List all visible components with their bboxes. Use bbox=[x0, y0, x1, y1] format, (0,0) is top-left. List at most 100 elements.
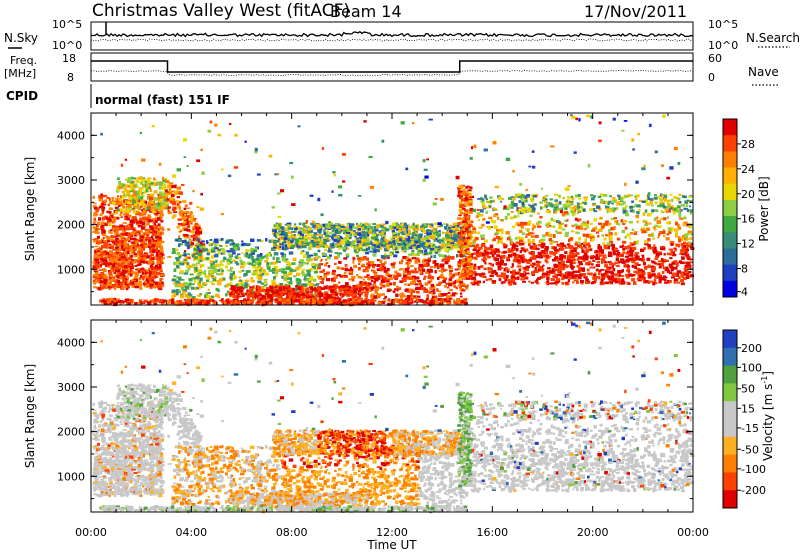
power-cell bbox=[148, 203, 152, 206]
power-cell bbox=[101, 206, 106, 209]
power-cell bbox=[155, 206, 160, 210]
power-cell bbox=[117, 261, 122, 263]
power-cell bbox=[385, 272, 389, 276]
power-cell bbox=[147, 277, 150, 280]
power-cell bbox=[133, 248, 137, 252]
power-cell bbox=[367, 223, 371, 226]
power-cell bbox=[172, 209, 176, 213]
power-cell bbox=[387, 257, 390, 259]
power-cell bbox=[361, 230, 366, 235]
power-cell bbox=[129, 219, 133, 224]
power-cell bbox=[416, 290, 420, 294]
power-cell bbox=[183, 234, 188, 237]
power-cell bbox=[112, 276, 115, 280]
power-cell bbox=[109, 250, 112, 253]
power-cell bbox=[138, 281, 142, 285]
power-cell bbox=[272, 227, 275, 230]
power-cell bbox=[214, 244, 217, 247]
power-cell bbox=[461, 289, 466, 292]
power-cell bbox=[154, 212, 158, 215]
power-cell bbox=[103, 240, 108, 242]
power-cell bbox=[118, 269, 121, 272]
power-cell bbox=[368, 250, 374, 253]
power-cell bbox=[427, 259, 431, 263]
power-cell bbox=[152, 203, 158, 206]
power-cell bbox=[250, 256, 254, 260]
power-cell bbox=[92, 195, 95, 199]
power-cell bbox=[151, 241, 157, 244]
power-cell bbox=[176, 196, 180, 199]
power-cell bbox=[156, 181, 160, 186]
power-cell bbox=[401, 227, 406, 231]
power-cell bbox=[149, 239, 153, 243]
power-cell bbox=[134, 240, 138, 244]
power-cell bbox=[212, 265, 216, 268]
power-cell bbox=[116, 243, 121, 247]
power-cell bbox=[444, 226, 448, 230]
power-cell bbox=[410, 265, 414, 267]
power-cell bbox=[225, 244, 228, 247]
power-cell bbox=[419, 242, 424, 247]
power-cell bbox=[380, 255, 386, 259]
power-cell bbox=[437, 277, 440, 280]
power-cell bbox=[177, 186, 181, 190]
power-cell bbox=[276, 260, 279, 263]
power-cell bbox=[114, 206, 119, 210]
power-cell bbox=[142, 216, 146, 221]
power-cell bbox=[313, 271, 318, 274]
power-cell bbox=[367, 277, 372, 280]
power-cell bbox=[141, 271, 145, 275]
power-cell bbox=[161, 196, 166, 199]
power-cell bbox=[124, 240, 127, 244]
power-cell bbox=[212, 268, 217, 271]
power-cell bbox=[256, 257, 260, 261]
power-cell bbox=[142, 278, 145, 281]
power-cell bbox=[406, 264, 410, 267]
power-cell bbox=[268, 269, 273, 272]
power-cell bbox=[101, 272, 105, 276]
power-cell bbox=[280, 238, 284, 241]
power-cell bbox=[219, 248, 224, 250]
power-cell bbox=[449, 224, 453, 228]
power-cell bbox=[103, 243, 106, 247]
power-cell bbox=[156, 266, 162, 270]
power-cell bbox=[149, 258, 153, 262]
power-cell bbox=[93, 281, 97, 285]
power-cell bbox=[259, 267, 263, 270]
power-cell bbox=[145, 255, 149, 258]
power-cell bbox=[120, 242, 124, 245]
power-cell bbox=[122, 233, 127, 236]
cpid-value: normal (fast) 151 IF bbox=[95, 93, 230, 107]
power-cell bbox=[240, 265, 245, 269]
power-cell bbox=[99, 247, 103, 250]
power-cell bbox=[151, 194, 155, 197]
power-cell bbox=[396, 285, 399, 289]
power-cell bbox=[137, 202, 142, 204]
power-cell bbox=[443, 277, 448, 281]
power-cell bbox=[379, 260, 383, 263]
power-cell bbox=[189, 273, 194, 276]
power-cell bbox=[149, 250, 153, 254]
power-cell bbox=[149, 225, 154, 229]
power-cell bbox=[323, 241, 327, 245]
power-cell bbox=[340, 223, 345, 226]
power-cell bbox=[322, 277, 325, 281]
power-cell bbox=[378, 230, 381, 233]
power-cell bbox=[142, 233, 146, 237]
power-cell bbox=[192, 237, 197, 242]
power-cell bbox=[434, 270, 437, 274]
power-cell bbox=[154, 183, 159, 186]
power-cell bbox=[404, 222, 407, 226]
power-cell bbox=[149, 255, 152, 258]
power-cell bbox=[116, 285, 121, 289]
power-cell bbox=[124, 215, 128, 218]
power-cell bbox=[198, 285, 202, 289]
power-cell bbox=[108, 247, 111, 249]
power-cell bbox=[194, 251, 199, 255]
power-cell bbox=[134, 273, 138, 277]
power-cell bbox=[336, 254, 340, 258]
power-cell bbox=[145, 278, 149, 282]
power-cell bbox=[296, 281, 301, 285]
power-cell bbox=[93, 261, 98, 265]
power-cell bbox=[406, 295, 411, 299]
